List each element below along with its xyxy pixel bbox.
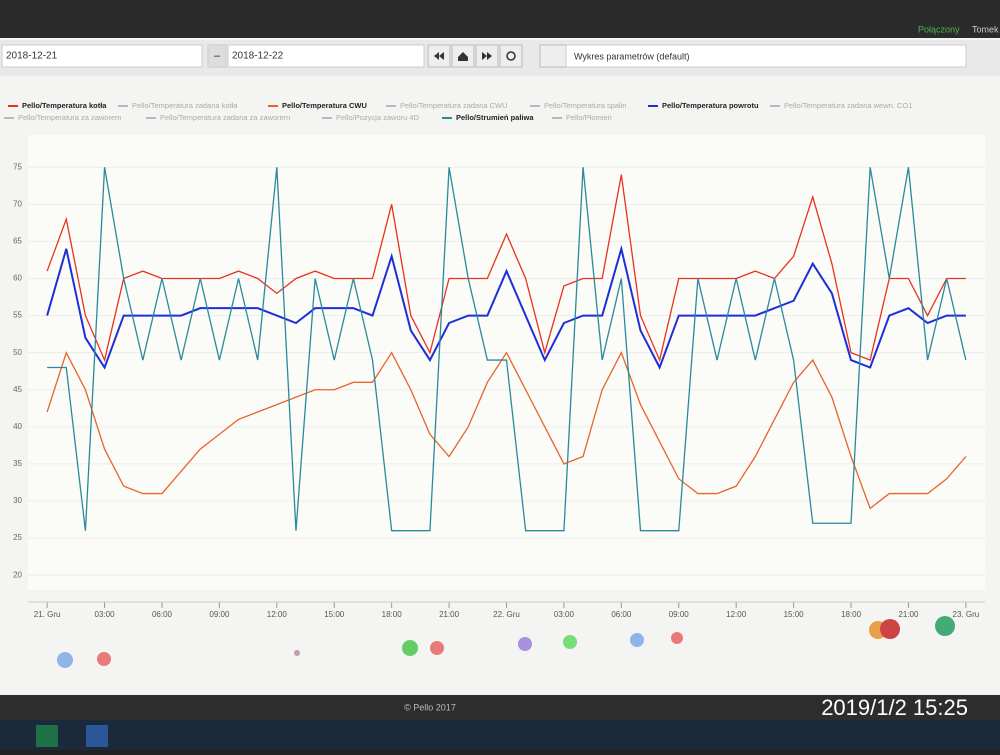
top-bar	[0, 0, 1000, 38]
legend-label: Pello/Temperatura CWU	[282, 101, 367, 110]
y-tick-label: 65	[13, 237, 22, 246]
legend-item[interactable]: Pello/Temperatura za zaworem	[4, 113, 121, 122]
x-tick-label: 18:00	[841, 610, 862, 619]
y-tick-label: 20	[13, 570, 22, 579]
legend-label: Pello/Temperatura spalin	[544, 101, 627, 110]
x-tick-label: 03:00	[95, 610, 116, 619]
date-to: 2018-12-22	[232, 51, 284, 62]
legend-label: Pello/Temperatura zadana za zaworem	[160, 113, 290, 122]
series-line	[46, 244, 966, 370]
y-tick-label: 40	[13, 422, 22, 431]
x-tick-label: 18:00	[382, 610, 403, 619]
legend-item[interactable]: Pello/Temperatura zadana wewn. CO1	[770, 101, 912, 110]
x-tick-label: 09:00	[669, 610, 690, 619]
footer-copyright: © Pello 2017	[404, 702, 456, 712]
legend-label: Pello/Temperatura kotła	[22, 101, 107, 110]
x-tick-label: 22. Gru	[493, 610, 520, 619]
legend-label: Pello/Płomień	[566, 113, 612, 122]
legend-item[interactable]: Pello/Temperatura powrotu	[648, 101, 759, 110]
separator-box	[207, 44, 227, 68]
series-line	[47, 167, 967, 532]
x-tick-label: 09:00	[209, 610, 230, 619]
y-tick-label: 30	[13, 496, 22, 505]
x-tick-label: 23. Gru	[953, 610, 980, 619]
photo-timestamp: 2019/1/2 15:25	[821, 695, 968, 720]
event-markers	[57, 616, 955, 668]
y-tick-label: 70	[13, 199, 22, 208]
x-tick-label: 03:00	[554, 610, 575, 619]
event-marker	[294, 650, 300, 656]
event-marker	[402, 640, 418, 656]
event-marker	[563, 635, 577, 649]
status: Połączony	[918, 24, 960, 34]
x-tick-label: 21. Gru	[34, 610, 61, 619]
legend-item[interactable]: Pello/Temperatura spalin	[530, 101, 627, 110]
event-marker	[57, 652, 73, 668]
event-marker	[518, 637, 532, 651]
legend-item[interactable]: Pello/Temperatura zadana CWU	[386, 101, 508, 110]
x-tick-label: 06:00	[152, 610, 173, 619]
legend-label: Pello/Temperatura powrotu	[662, 101, 759, 110]
legend-label: Pello/Pozycja zaworu 4D	[336, 113, 420, 122]
refresh-button[interactable]	[499, 44, 523, 68]
chart-select-label: Wykres parametrów (default)	[574, 51, 689, 61]
legend-label: Pello/Temperatura zadana wewn. CO1	[784, 101, 912, 110]
x-tick-label: 12:00	[267, 610, 288, 619]
x-tick-label: 21:00	[439, 610, 460, 619]
y-tick-label: 60	[13, 274, 22, 283]
x-tick-label: 12:00	[726, 610, 747, 619]
y-tick-label: 45	[13, 385, 22, 394]
event-marker	[935, 616, 955, 636]
y-tick-label: 75	[13, 162, 22, 171]
legend-item[interactable]: Pello/Temperatura zadana kotła	[118, 101, 238, 110]
y-tick-label: 55	[13, 311, 22, 320]
footer-bar	[0, 695, 1000, 720]
legend-item[interactable]: Pello/Płomień	[552, 113, 612, 122]
legend-label: Pello/Temperatura zadana kotła	[132, 101, 238, 110]
legend-label: Pello/Temperatura zadana CWU	[400, 101, 508, 110]
separator: –	[214, 50, 221, 62]
y-tick-label: 35	[13, 459, 22, 468]
event-marker	[630, 633, 644, 647]
event-marker	[97, 652, 111, 666]
event-marker	[880, 619, 900, 639]
refresh-icon	[506, 51, 516, 61]
chart-select[interactable]	[565, 44, 967, 68]
x-tick-label: 15:00	[784, 610, 805, 619]
excel-icon[interactable]	[36, 725, 58, 747]
series-line	[46, 350, 967, 510]
word-icon[interactable]	[86, 725, 108, 747]
legend-item[interactable]: Pello/Temperatura CWU	[268, 101, 367, 110]
date-to-input[interactable]	[227, 44, 425, 68]
y-tick-label: 25	[13, 533, 22, 542]
legend-item[interactable]: Pello/Strumień paliwa	[442, 113, 534, 122]
legend-label: Pello/Strumień paliwa	[456, 113, 534, 122]
taskbar	[0, 720, 1000, 750]
y-tick-label: 50	[13, 348, 22, 357]
legend-item[interactable]: Pello/Temperatura zadana za zaworem	[146, 113, 290, 122]
legend-label: Pello/Temperatura za zaworem	[18, 113, 121, 122]
date-from: 2018-12-21	[6, 51, 58, 62]
event-marker	[430, 641, 444, 655]
user: Tomek	[972, 24, 999, 34]
chart-type-button[interactable]	[539, 44, 567, 68]
legend-item[interactable]: Pello/Pozycja zaworu 4D	[322, 113, 420, 122]
x-tick-label: 21:00	[898, 610, 919, 619]
x-tick-label: 15:00	[324, 610, 345, 619]
legend-item[interactable]: Pello/Temperatura kotła	[8, 101, 107, 110]
date-from-input[interactable]	[1, 44, 203, 68]
nav-icons	[434, 52, 492, 61]
event-marker	[671, 632, 683, 644]
x-tick-label: 06:00	[611, 610, 632, 619]
